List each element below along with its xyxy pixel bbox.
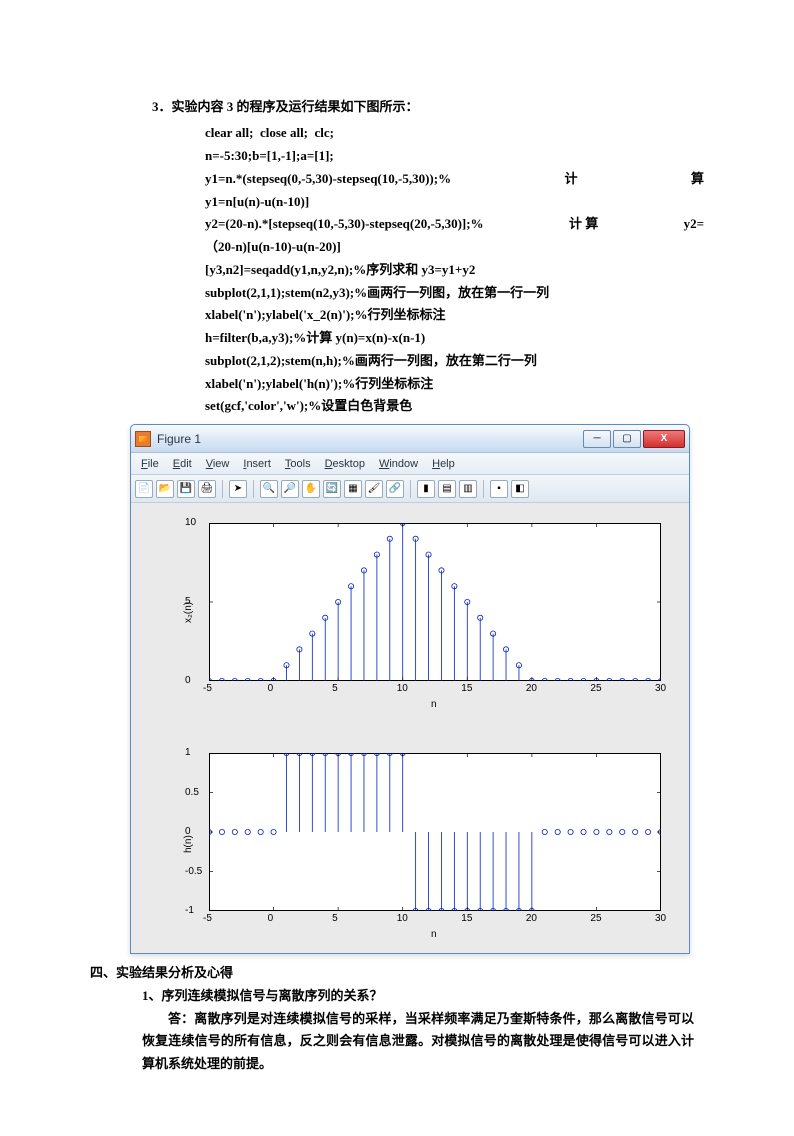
xtick: 20: [526, 913, 537, 924]
code-l6: （20-n)[u(n-10)-u(n-20)]: [205, 236, 704, 259]
code-l3-left: y1=n.*(stepseq(0,-5,30)-stepseq(10,-5,30…: [205, 168, 451, 191]
xtick: 0: [268, 913, 274, 924]
code-l12: xlabel('n');ylabel('h(n)');%行列坐标标注: [205, 373, 704, 396]
ytick: 0: [185, 675, 191, 686]
xtick: 30: [655, 683, 666, 694]
xtick: 10: [397, 913, 408, 924]
answer-1: 答：离散序列是对连续模拟信号的采样，当采样频率满足乃奎斯特条件，那么离散信号可以…: [142, 1008, 704, 1076]
code-l5: y2=(20-n).*[stepseq(10,-5,30)-stepseq(20…: [205, 213, 704, 236]
xtick: 20: [526, 683, 537, 694]
close-button[interactable]: X: [643, 430, 685, 448]
stem-plot-1: [209, 523, 661, 681]
question-1: 1、序列连续模拟信号与离散序列的关系？: [142, 985, 704, 1008]
zoom-out-icon[interactable]: 🔎: [281, 480, 299, 498]
xtick: -5: [203, 913, 212, 924]
open-icon[interactable]: 📂: [156, 480, 174, 498]
code-l10: h=filter(b,a,y3);%计算 y(n)=x(n)-x(n-1): [205, 327, 704, 350]
ytick: -0.5: [185, 866, 202, 877]
ytick: 1: [185, 747, 191, 758]
titlebar: Figure 1 ─ ▢ X: [131, 425, 689, 453]
stem-plot-2: [209, 753, 661, 911]
toolbar: 📄 📂 💾 🖨 ➤ 🔍 🔎 ✋ 🔄 ▦ 🖌 🔗 ▮ ▤ ▥ ▪ ◧: [131, 475, 689, 503]
xtick: 0: [268, 683, 274, 694]
plot-area: x₂(n) n h(n) n -50510152025300510-505101…: [131, 503, 689, 953]
code-l8: subplot(2,1,1);stem(n2,y3);%画两行一列图，放在第一行…: [205, 282, 704, 305]
code-l4: y1=n[u(n)-u(n-10)]: [205, 191, 704, 214]
legend-icon[interactable]: ▤: [438, 480, 456, 498]
link-icon[interactable]: 🔗: [386, 480, 404, 498]
rotate-icon[interactable]: 🔄: [323, 480, 341, 498]
xtick: 25: [590, 683, 601, 694]
menu-desktop[interactable]: Desktop: [319, 456, 371, 472]
pointer-icon[interactable]: ➤: [229, 480, 247, 498]
zoom-in-icon[interactable]: 🔍: [260, 480, 278, 498]
figure-window: Figure 1 ─ ▢ X File Edit View Insert Too…: [130, 424, 690, 954]
code-l3: y1=n.*(stepseq(0,-5,30)-stepseq(10,-5,30…: [205, 168, 704, 191]
menu-insert[interactable]: Insert: [237, 456, 277, 472]
print-icon[interactable]: 🖨: [198, 480, 216, 498]
save-icon[interactable]: 💾: [177, 480, 195, 498]
xtick: 25: [590, 913, 601, 924]
pan-icon[interactable]: ✋: [302, 480, 320, 498]
code-l5-left: y2=(20-n).*[stepseq(10,-5,30)-stepseq(20…: [205, 213, 484, 236]
ytick: 0.5: [185, 787, 199, 798]
xlabel-2: n: [431, 929, 437, 940]
hide-tools-icon[interactable]: ▪: [490, 480, 508, 498]
maximize-button[interactable]: ▢: [613, 430, 641, 448]
code-l1: clear all; close all; clc;: [205, 122, 704, 145]
colorbar-icon[interactable]: ▮: [417, 480, 435, 498]
xtick: 30: [655, 913, 666, 924]
section-4-heading: 四、实验结果分析及心得: [90, 962, 704, 985]
annotation-icon[interactable]: ▥: [459, 480, 477, 498]
xtick: 15: [461, 913, 472, 924]
code-l2: n=-5:30;b=[1,-1];a=[1];: [205, 145, 704, 168]
ytick: -1: [185, 905, 194, 916]
brush-icon[interactable]: 🖌: [365, 480, 383, 498]
xtick: 5: [332, 913, 338, 924]
menu-view[interactable]: View: [200, 456, 236, 472]
ylabel-2: h(n): [183, 835, 194, 853]
matlab-figure-icon: [135, 431, 151, 447]
menu-edit[interactable]: Edit: [167, 456, 198, 472]
datacursor-icon[interactable]: ▦: [344, 480, 362, 498]
code-l3-m: 计: [565, 168, 578, 191]
xtick: -5: [203, 683, 212, 694]
code-l5-r: y2=: [684, 213, 704, 236]
menu-tools[interactable]: Tools: [279, 456, 317, 472]
xtick: 15: [461, 683, 472, 694]
ytick: 10: [185, 517, 196, 528]
window-title: Figure 1: [157, 432, 583, 446]
menu-help[interactable]: Help: [426, 456, 461, 472]
ytick: 5: [185, 596, 191, 607]
subplot-2: [209, 753, 661, 911]
menu-window[interactable]: Window: [373, 456, 424, 472]
heading-3: 3．实验内容 3 的程序及运行结果如下图所示：: [152, 95, 704, 118]
menu-file[interactable]: File: [135, 456, 165, 472]
minimize-button[interactable]: ─: [583, 430, 611, 448]
new-figure-icon[interactable]: 📄: [135, 480, 153, 498]
xtick: 10: [397, 683, 408, 694]
code-l13: set(gcf,'color','w');%设置白色背景色: [205, 395, 704, 418]
code-l7: [y3,n2]=seqadd(y1,n,y2,n);%序列求和 y3=y1+y2: [205, 259, 704, 282]
ytick: 0: [185, 826, 191, 837]
code-l9: xlabel('n');ylabel('x_2(n)');%行列坐标标注: [205, 304, 704, 327]
code-l11: subplot(2,1,2);stem(n,h);%画两行一列图，放在第二行一列: [205, 350, 704, 373]
xtick: 5: [332, 683, 338, 694]
subplot-1: [209, 523, 661, 681]
show-tools-icon[interactable]: ◧: [511, 480, 529, 498]
menubar: File Edit View Insert Tools Desktop Wind…: [131, 453, 689, 475]
xlabel-1: n: [431, 699, 437, 710]
code-l5-m: 计 算: [569, 213, 598, 236]
code-l3-r: 算: [691, 168, 704, 191]
